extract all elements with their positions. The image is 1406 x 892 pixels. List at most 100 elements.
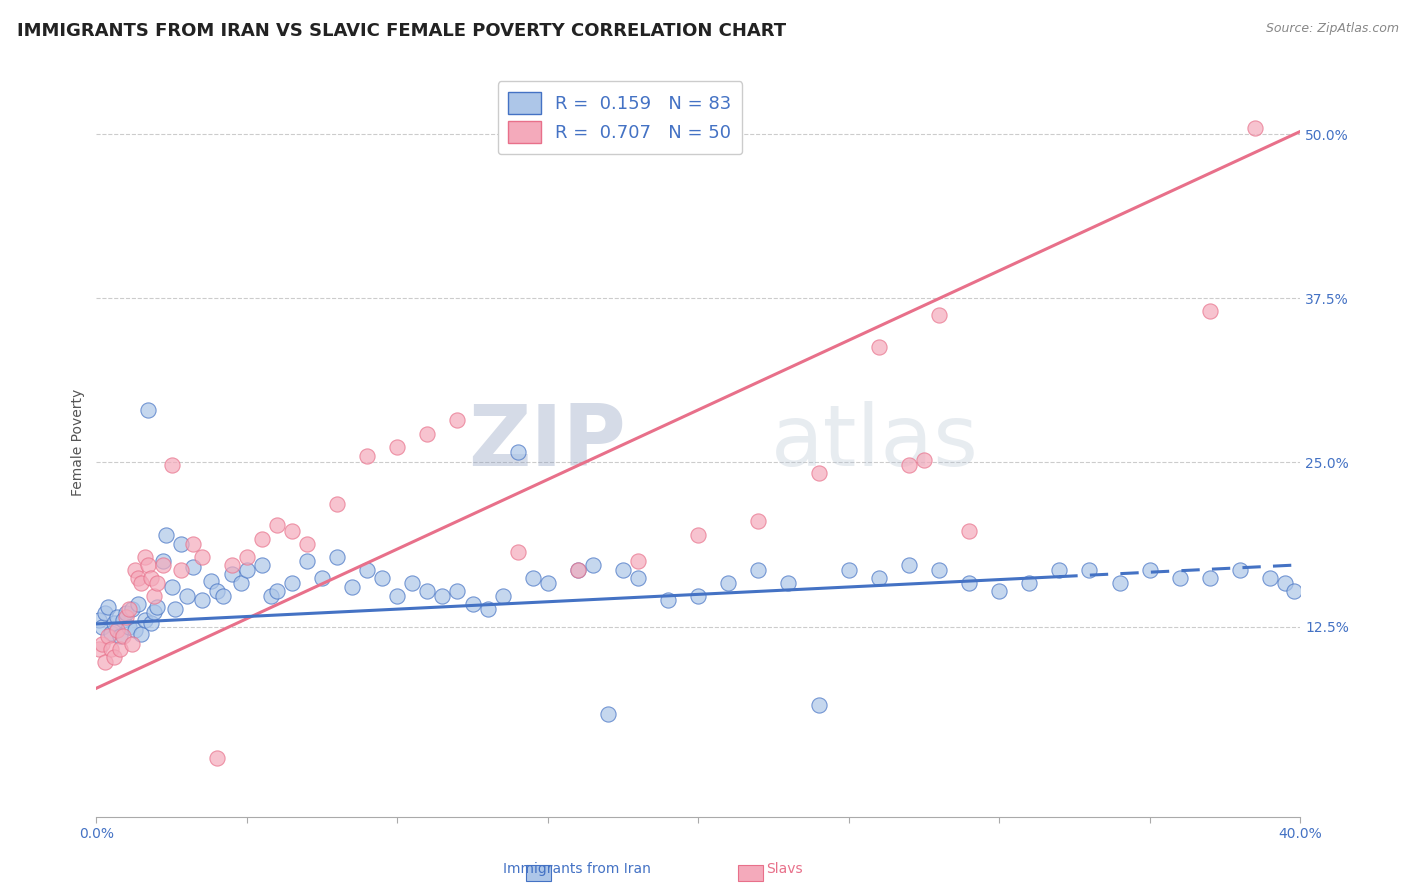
Point (897, 558, 920, 572)
Point (432, 590, 454, 604)
Point (1018, 576, 1040, 591)
Point (134, 613, 156, 627)
Point (807, 698, 830, 713)
Point (103, 649, 125, 664)
Point (121, 602, 143, 616)
Point (181, 537, 204, 551)
Point (506, 544, 529, 558)
Point (356, 563, 378, 577)
Point (988, 584, 1011, 599)
Point (139, 615, 162, 630)
Point (446, 413, 468, 427)
Point (127, 571, 149, 585)
Point (567, 563, 589, 577)
Point (115, 607, 138, 621)
Point (152, 558, 174, 572)
Point (169, 537, 191, 551)
Point (1229, 563, 1251, 577)
Point (121, 637, 143, 651)
Text: Immigrants from Iran: Immigrants from Iran (502, 862, 651, 876)
Point (1198, 304, 1220, 318)
Text: Slavs: Slavs (766, 862, 803, 876)
Point (1274, 576, 1296, 591)
Point (131, 627, 153, 641)
Point (97, 599, 120, 614)
Point (506, 445, 529, 459)
Point (356, 449, 378, 463)
Point (145, 576, 167, 591)
Point (250, 532, 273, 546)
Point (1282, 584, 1305, 599)
Point (897, 458, 920, 472)
Point (477, 602, 499, 616)
Point (163, 602, 186, 616)
Point (491, 590, 513, 604)
Point (266, 518, 288, 533)
Point (401, 576, 423, 591)
Point (281, 524, 304, 538)
Point (190, 549, 212, 564)
Point (94, 607, 117, 621)
Point (957, 576, 980, 591)
Point (205, 751, 228, 765)
Point (200, 574, 222, 588)
Point (229, 576, 252, 591)
Point (142, 590, 165, 604)
Text: ZIP: ZIP (468, 401, 626, 484)
Point (688, 590, 710, 604)
Point (1108, 576, 1130, 591)
Point (176, 590, 198, 604)
Text: IMMIGRANTS FROM IRAN VS SLAVIC FEMALE POVERTY CORRELATION CHART: IMMIGRANTS FROM IRAN VS SLAVIC FEMALE PO… (17, 22, 786, 40)
Point (627, 554, 650, 568)
Point (100, 641, 122, 656)
Point (107, 610, 129, 624)
Point (838, 563, 860, 577)
Point (295, 537, 318, 551)
Point (582, 558, 605, 572)
Point (567, 563, 589, 577)
Point (152, 554, 174, 568)
Point (103, 615, 125, 630)
Point (118, 602, 141, 616)
Point (211, 590, 233, 604)
Text: Source: ZipAtlas.com: Source: ZipAtlas.com (1265, 22, 1399, 36)
Point (295, 554, 318, 568)
Point (387, 440, 409, 454)
Point (112, 629, 135, 643)
Point (688, 527, 710, 541)
Point (1258, 571, 1281, 585)
Point (260, 590, 283, 604)
Point (236, 549, 259, 564)
Point (627, 571, 650, 585)
Point (717, 576, 740, 591)
Point (97, 629, 120, 643)
Point (1244, 120, 1267, 135)
Point (110, 641, 132, 656)
Point (1198, 571, 1220, 585)
Point (311, 571, 333, 585)
Point (868, 571, 890, 585)
Point (181, 560, 204, 574)
Point (205, 584, 228, 599)
Point (131, 576, 153, 591)
Point (957, 524, 980, 538)
Point (91, 619, 114, 633)
Point (236, 563, 259, 577)
Point (100, 626, 122, 640)
Point (142, 605, 165, 619)
Point (134, 549, 156, 564)
Point (190, 593, 212, 607)
Point (127, 597, 149, 611)
Point (522, 571, 544, 585)
Point (136, 403, 159, 417)
Point (416, 584, 439, 599)
Point (89, 613, 111, 627)
Point (596, 707, 619, 722)
Point (657, 593, 679, 607)
Point (94, 655, 117, 669)
Point (747, 515, 769, 529)
Point (807, 466, 830, 480)
Legend: R =  0.159   N = 83, R =  0.707   N = 50: R = 0.159 N = 83, R = 0.707 N = 50 (498, 81, 742, 154)
Point (266, 584, 288, 599)
Point (868, 340, 890, 354)
